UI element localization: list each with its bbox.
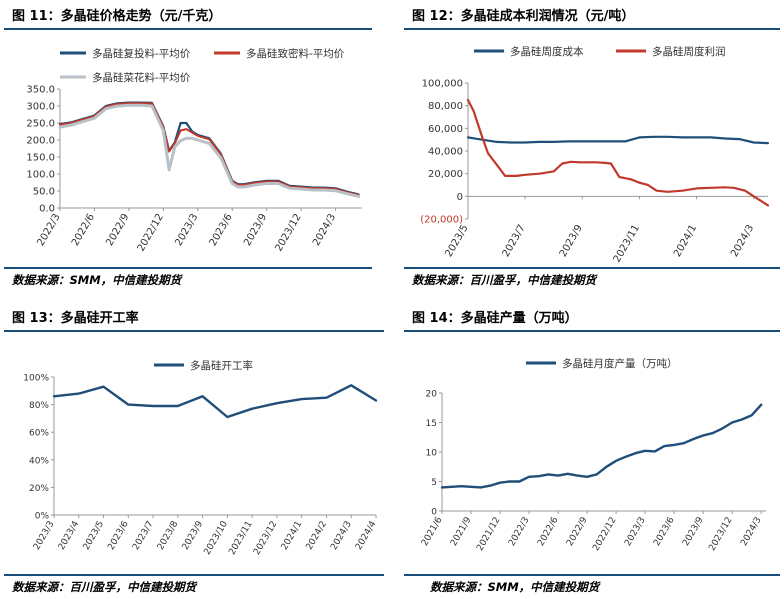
figure-13-source: 数据来源：百川盈孚，中信建投期货 [4,574,384,596]
y-tick-label: 100% [23,374,49,384]
x-tick-label: 2024/3 [329,520,353,552]
x-tick-label: 2023/11 [227,520,254,557]
series-line-3 [58,103,361,198]
x-tick-label: 2024/1 [672,223,699,259]
figure-11-title: 图 11：多晶硅价格走势（元/千克） [4,4,372,30]
series-line-2 [59,102,360,197]
x-tick-label: 2023/5 [443,223,470,259]
y-tick-label: (20,000) [420,215,463,226]
series-line-2 [466,98,770,207]
chart-13: 0%20%40%60%80%100%2023/3 2023/4 2023/5 2023… [23,359,379,557]
figure-14-title: 图 14：多晶硅产量（万吨） [404,306,780,332]
y-tick-label: 60% [29,429,49,439]
figure-11-source: 数据来源：SMM，中信建投期货 [4,267,372,289]
x-tick-label: 2022/12 [136,212,166,253]
x-tick-label: 2022/12 [591,516,618,553]
y-tick-label: 80,000 [428,101,463,112]
series-line-1 [440,403,763,489]
x-tick-label: 2024/3 [739,516,763,548]
y-tick-label: 10 [426,449,438,459]
series-line-1 [52,384,378,419]
x-tick-label: 2023/3 [32,520,56,552]
y-tick-label: 150.0 [26,153,55,164]
legend-label: 多晶硅周度成本 [510,45,584,58]
chart-11: 0.0 50.0 100.0 150.0 200.0 250.0 300.0 350.0 202… [26,47,362,253]
series-line-1 [58,101,360,196]
x-tick-label: 2023/4 [57,519,82,552]
figure-11: 图 11：多晶硅价格走势（元/千克） 0.0 50.0 100.0 150.0 200.… [4,4,372,292]
series-line-1 [466,135,770,145]
y-tick-label: 100.0 [26,170,55,181]
x-tick-label: 2021/6 [420,515,445,548]
y-tick-label: 80% [29,401,49,411]
x-tick-label: 2024/3 [729,223,756,259]
y-tick-label: 250.0 [26,119,55,130]
x-tick-label: 2022/6 [70,212,97,248]
y-tick-label: 15 [426,419,437,429]
legend-label: 多晶硅开工率 [190,359,253,372]
x-tick-label: 2023/9 [242,212,269,248]
x-tick-label: 2021/12 [475,516,502,553]
x-tick-label: 2024/1 [280,520,304,552]
figure-13: 图 13：多晶硅开工率 0% 20% 40% 60% 80% 100% 2023/3 2023… [4,306,384,596]
x-tick-label: 2022/3 [35,212,62,248]
y-tick-label: 350.0 [26,85,55,96]
x-tick-label: 2023/3 [623,516,647,548]
figure-12-source: 数据来源：百川盈孚，中信建投期货 [404,267,780,289]
x-tick-label: 2021/9 [449,515,474,548]
y-tick-label: 60,000 [428,124,463,135]
x-tick-label: 2023/6 [106,519,131,552]
legend-label: 多晶硅周度利润 [652,45,726,58]
x-tick-label: 2022/9 [565,515,590,548]
x-tick-label: 2023/12 [252,520,279,557]
figure-14-source: 数据来源：SMM，中信建投期货 [404,574,780,596]
y-tick-label: 40% [29,456,49,466]
figure-12-title: 图 12：多晶硅成本利润情况（元/吨） [404,4,780,30]
x-tick-label: 2023/7 [131,520,155,552]
y-tick-label: 50.0 [33,187,55,198]
x-tick-label: 2023/10 [203,519,230,557]
x-tick-label: 2023/12 [707,516,734,553]
y-tick-label: 100,000 [422,79,463,90]
figure-14: 图 14：多晶硅产量（万吨） 0 5 10 15 20 2021/6 2021/9 2021/… [404,306,780,596]
x-tick-label: 2024/4 [354,519,379,552]
x-tick-label: 2023/12 [273,212,303,253]
x-tick-label: 2023/9 [681,515,706,548]
y-tick-label: 0.0 [39,204,55,215]
y-tick-label: 20 [426,390,438,400]
x-tick-label: 2023/8 [156,519,181,552]
x-tick-label: 2023/9 [181,519,206,552]
legend-label: 多晶硅复投料-平均价 [92,47,191,60]
x-tick-label: 2023/3 [173,212,200,248]
figure-12: 图 12：多晶硅成本利润情况（元/吨） (20,000) 0 20,000 40,00… [404,4,780,292]
y-tick-label: 0 [431,508,437,518]
x-tick-label: 2022/3 [507,516,531,548]
y-tick-label: 200.0 [26,136,55,147]
legend-label: 多晶硅菜花料-平均价 [92,71,191,84]
x-tick-label: 2023/5 [82,520,106,552]
y-tick-label: 40,000 [428,147,463,158]
x-tick-label: 2024/2 [305,520,329,552]
x-tick-label: 2023/6 [208,212,235,248]
y-tick-label: 20,000 [428,169,463,180]
x-tick-label: 2022/6 [536,515,561,548]
legend-label: 多晶硅月度产量（万吨） [562,357,678,370]
legend-label: 多晶硅致密料-平均价 [246,47,345,60]
y-tick-label: 0% [35,512,50,522]
x-tick-label: 2022/9 [104,212,131,248]
x-tick-label: 2023/6 [652,515,677,548]
figure-13-title: 图 13：多晶硅开工率 [4,306,384,332]
y-tick-label: 5 [431,478,437,488]
y-tick-label: 20% [29,484,49,494]
x-tick-label: 2024/3 [311,212,338,248]
y-tick-label: 300.0 [26,102,55,113]
y-tick-label: 0 [457,192,463,203]
x-tick-label: 2023/11 [612,223,642,264]
chart-12: (20,000) 0 20,000 40,000 60,000 80,000 100,000… [420,45,770,264]
x-tick-label: 2023/9 [558,223,585,259]
x-tick-label: 2023/7 [501,223,528,259]
